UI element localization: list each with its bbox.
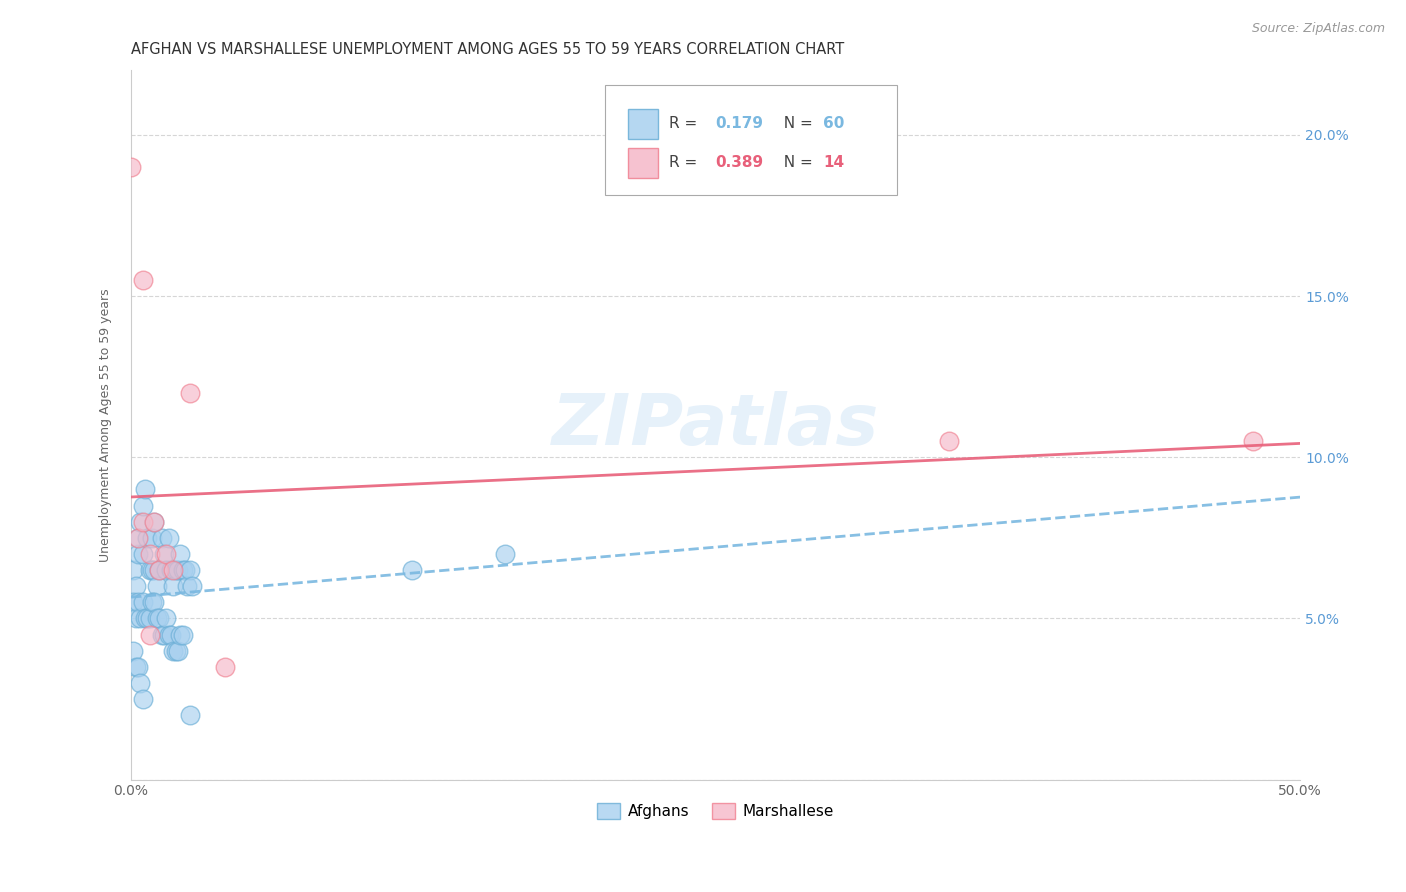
Point [141,563,163,577]
Point [129,515,152,529]
Point [176,579,198,593]
Point [143,563,166,577]
Point [150,531,173,545]
Point [162,563,184,577]
Point [165,643,187,657]
Point [167,643,190,657]
Text: N =: N = [775,155,818,170]
Y-axis label: Unemployment Among Ages 55 to 59 years: Unemployment Among Ages 55 to 59 years [100,288,112,562]
Legend: Afghans, Marshallese: Afghans, Marshallese [591,797,841,825]
Text: 0.179: 0.179 [716,116,763,131]
Point [134,611,156,625]
Point [132,595,155,609]
Point [153,547,176,561]
Point [148,611,170,625]
Point [155,563,177,577]
Point [167,563,190,577]
Point [157,627,180,641]
Point [136,611,159,625]
Text: R =: R = [669,155,702,170]
Text: 0.389: 0.389 [716,155,763,170]
Text: N =: N = [775,116,818,131]
Point [165,563,187,577]
Point [141,595,163,609]
Point [125,611,148,625]
Point [179,708,201,723]
Point [155,611,177,625]
Point [173,563,195,577]
Point [129,676,152,690]
Point [139,547,162,561]
Point [179,563,201,577]
Point [122,595,145,609]
Point [132,273,155,287]
Point [122,563,145,577]
Point [127,595,149,609]
Point [179,385,201,400]
Point [150,627,173,641]
Point [122,643,145,657]
Point [155,547,177,561]
Text: 14: 14 [823,155,844,170]
Point [169,627,191,641]
Point [141,531,163,545]
Point [214,660,236,674]
Point [120,160,142,174]
Text: ZIPatlas: ZIPatlas [553,391,879,459]
Point [162,579,184,593]
Point [127,660,149,674]
Point [132,515,155,529]
Point [129,611,152,625]
Point [146,611,169,625]
Point [136,531,159,545]
Point [125,660,148,674]
Point [180,579,202,593]
Point [132,499,155,513]
Point [139,627,162,641]
Point [172,627,194,641]
Point [134,483,156,497]
Text: Source: ZipAtlas.com: Source: ZipAtlas.com [1251,22,1385,36]
Point [139,563,162,577]
Point [157,531,180,545]
Text: AFGHAN VS MARSHALLESE UNEMPLOYMENT AMONG AGES 55 TO 59 YEARS CORRELATION CHART: AFGHAN VS MARSHALLESE UNEMPLOYMENT AMONG… [131,42,845,57]
Point [143,595,166,609]
FancyBboxPatch shape [605,85,897,194]
Point [162,643,184,657]
FancyBboxPatch shape [628,109,658,138]
Point [153,627,176,641]
Point [127,531,149,545]
Point [132,692,155,706]
Point [160,563,183,577]
Text: R =: R = [669,116,702,131]
Point [160,627,183,641]
Point [125,579,148,593]
Point [127,547,149,561]
Point [148,563,170,577]
Point [1241,434,1264,449]
Point [169,547,191,561]
Point [143,515,166,529]
FancyBboxPatch shape [628,148,658,178]
Point [139,611,162,625]
Point [494,547,516,561]
Point [148,563,170,577]
Point [143,515,166,529]
Text: 60: 60 [823,116,845,131]
Point [132,547,155,561]
Point [172,563,194,577]
Point [938,434,960,449]
Point [146,579,169,593]
Point [401,563,423,577]
Point [127,531,149,545]
